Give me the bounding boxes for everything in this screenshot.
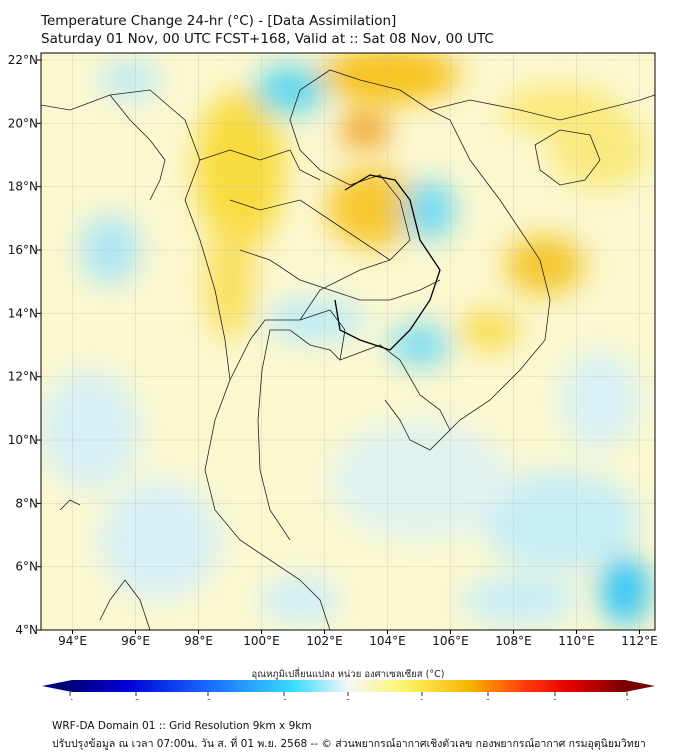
coastlines-borders xyxy=(41,69,655,630)
lat-tick-label: 14°N xyxy=(8,306,38,320)
lat-tick-label: 4°N xyxy=(15,623,38,637)
field-anomaly-patch xyxy=(255,65,325,115)
chart-title: Temperature Change 24-hr (°C) - [Data As… xyxy=(41,13,397,29)
field-anomaly-patch xyxy=(330,420,510,540)
field-anomaly-patch xyxy=(500,85,620,135)
thailand-border xyxy=(334,174,441,351)
lon-tick-label: 112°E xyxy=(621,634,658,648)
lon-tick-label: 106°E xyxy=(432,634,469,648)
lon-tick-label: 96°E xyxy=(121,634,150,648)
colorbar-tick-label: -1 xyxy=(281,698,288,700)
field-anomaly-patch xyxy=(260,575,340,625)
colorbar-tick-label: -4 xyxy=(67,698,75,700)
colorbar-max-extension xyxy=(625,680,655,692)
lat-tick-label: 10°N xyxy=(8,433,38,447)
colorbar-min-extension xyxy=(42,680,72,692)
field-anomaly-patch xyxy=(505,235,585,295)
lon-tick-label: 110°E xyxy=(558,634,595,648)
field-anomaly-patch xyxy=(205,220,255,340)
lat-tick-label: 18°N xyxy=(8,180,38,194)
field-anomaly-patch xyxy=(41,370,140,490)
lat-tick-label: 8°N xyxy=(15,496,38,510)
lat-tick-label: 22°N xyxy=(8,53,38,67)
colorbar-tick-label: 1 xyxy=(420,698,424,700)
field-anomaly-patch xyxy=(320,53,460,103)
field-anomaly-patch xyxy=(405,180,455,240)
field-anomaly-patch xyxy=(100,60,160,100)
field-anomaly-patch xyxy=(560,350,640,450)
footer-credit: ปรับปรุงข้อมูล ณ เวลา 07:00น. วัน ส. ที่… xyxy=(52,738,646,750)
field-anomaly-patch xyxy=(460,575,580,625)
lat-tick-label: 6°N xyxy=(15,560,38,574)
lat-tick-label: 16°N xyxy=(8,243,38,257)
lon-tick-label: 102°E xyxy=(306,634,343,648)
lon-tick-label: 108°E xyxy=(495,634,532,648)
field-anomaly-patch xyxy=(460,310,520,350)
field-anomaly-patch xyxy=(600,555,650,625)
lat-tick-label: 20°N xyxy=(8,116,38,130)
colorbar-tick-label: 2 xyxy=(486,698,490,700)
colorbar-tick-label: -2 xyxy=(205,698,212,700)
colorbar-tick-label: -3 xyxy=(133,698,140,700)
temperature-field xyxy=(41,53,655,630)
footer-model-info: WRF-DA Domain 01 :: Grid Resolution 9km … xyxy=(52,720,312,732)
lat-tick-label: 12°N xyxy=(8,370,38,384)
field-anomaly-patch xyxy=(195,90,285,250)
colorbar-tick-label: 0 xyxy=(346,698,350,700)
field-anomaly-patch xyxy=(480,470,640,570)
colorbar-label: อุณหภูมิเปลี่ยนแปลง หน่วย องศาเซลเซียส (… xyxy=(251,669,445,680)
lon-tick-label: 98°E xyxy=(184,634,213,648)
lon-tick-label: 94°E xyxy=(58,634,87,648)
lon-tick-label: 104°E xyxy=(369,634,406,648)
field-anomaly-patch xyxy=(265,298,365,342)
colorbar-gradient xyxy=(72,680,625,692)
field-anomaly-patch xyxy=(340,112,390,148)
field-anomaly-patch xyxy=(100,480,220,600)
lon-tick-label: 100°E xyxy=(243,634,280,648)
colorbar-tick-label: 4 xyxy=(625,698,630,700)
colorbar-tick-label: 3 xyxy=(553,698,557,700)
field-anomaly-patch xyxy=(390,323,450,367)
chart-subtitle: Saturday 01 Nov, 00 UTC FCST+168, Valid … xyxy=(41,31,494,47)
map-frame xyxy=(40,52,656,631)
map-plot: 94°E 96°E 98°E 100°E 102°E 104°E 106°E 108°E 110… xyxy=(8,52,658,700)
colorbar: -4 -3 -2 -1 0 1 2 3 4 xyxy=(42,680,655,700)
